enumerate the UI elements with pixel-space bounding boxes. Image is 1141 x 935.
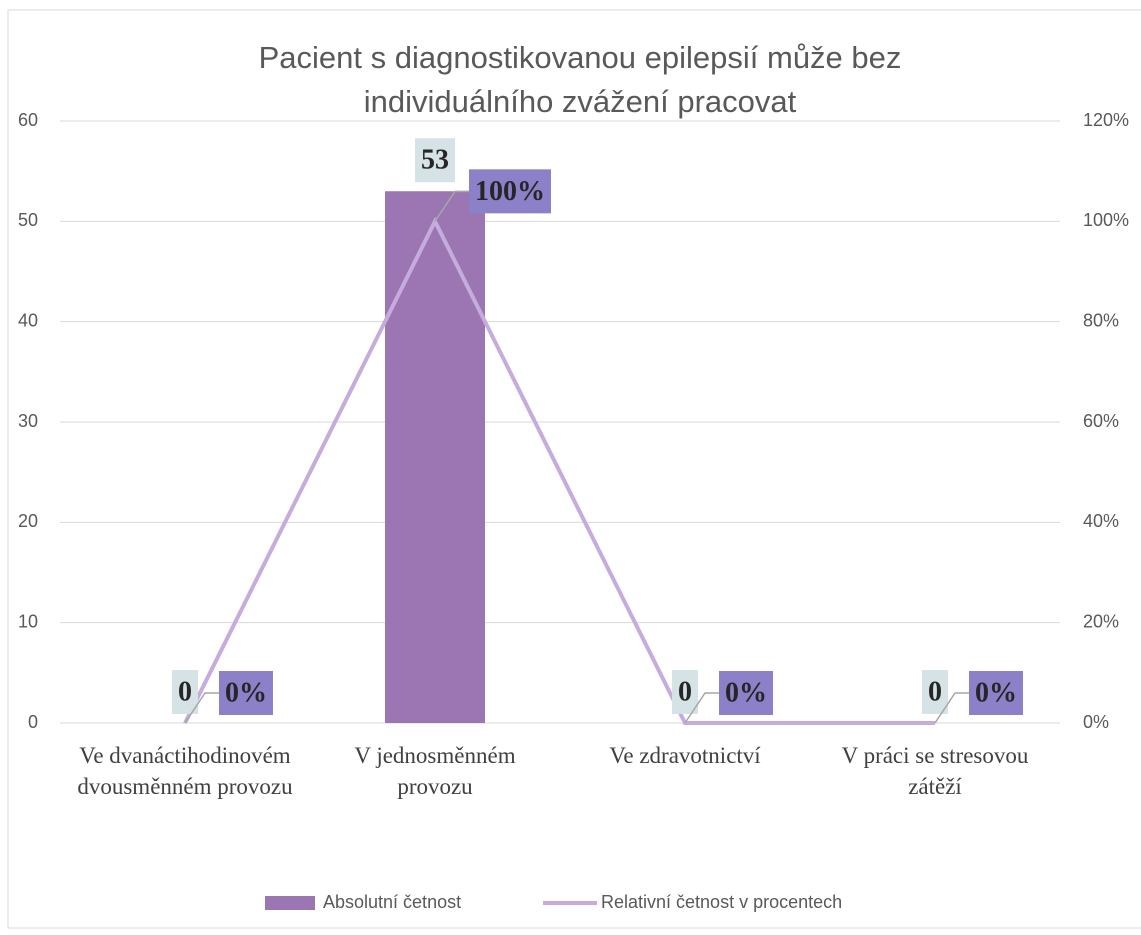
- x-tick-label: Ve dvanáctihodinovém dvousměnném provozu: [77, 743, 293, 799]
- bar: [385, 191, 485, 723]
- line-value-label-box: [719, 671, 773, 715]
- leader-line: [934, 692, 969, 724]
- x-tick-label: V práci se stresovou zátěží: [841, 743, 1029, 799]
- legend-swatch: [265, 896, 315, 910]
- bar-value-label-group: 53: [415, 138, 455, 183]
- line-value-label-box: [219, 671, 273, 715]
- line-value-label: 0%: [725, 677, 767, 708]
- y-tick-label: 30: [18, 411, 38, 431]
- chart-title: Pacient s diagnostikovanou epilepsií můž…: [258, 40, 902, 119]
- x-tick-label: Ve zdravotnictví: [609, 743, 761, 768]
- bar-value-label: 0: [928, 676, 942, 707]
- bar-value-label: 0: [178, 676, 192, 707]
- line-value-label: 100%: [475, 176, 545, 207]
- line-value-label-box: [469, 169, 551, 214]
- line-value-label-group: 0%: [969, 671, 1023, 715]
- leader-line: [684, 692, 719, 724]
- bar-value-label: 53: [421, 145, 449, 176]
- legend-label: Absolutní četnost: [323, 892, 461, 912]
- y-tick-label: 50: [18, 210, 38, 230]
- leader-line: [184, 692, 219, 724]
- line-value-label-group: 100%: [469, 169, 551, 214]
- legend-label: Relativní četnost v procentech: [601, 892, 842, 912]
- y-tick-label: 20: [18, 511, 38, 531]
- y-tick-label: 10: [18, 611, 38, 631]
- bar-value-label-box: [172, 670, 198, 714]
- y2-tick-label: 80%: [1083, 310, 1119, 330]
- y2-tick-label: 40%: [1083, 511, 1119, 531]
- line-value-label-box: [969, 671, 1023, 715]
- bar-value-label-group: 0: [172, 670, 198, 714]
- y2-tick-label: 60%: [1083, 411, 1119, 431]
- y-tick-label: 60: [18, 110, 38, 130]
- line-value-label: 0%: [225, 677, 267, 708]
- y2-tick-label: 120%: [1083, 110, 1129, 130]
- y-tick-label: 0: [28, 712, 38, 732]
- bar-value-label-box: [922, 670, 948, 714]
- line-value-label-group: 0%: [219, 671, 273, 715]
- bar-value-label-box: [415, 138, 455, 183]
- y-tick-label: 40: [18, 310, 38, 330]
- line: [183, 216, 935, 725]
- bar-value-label-group: 0: [922, 670, 948, 714]
- y2-tick-label: 20%: [1083, 611, 1119, 631]
- bar-value-label-group: 0: [672, 670, 698, 714]
- chart-frame: [7, 9, 1141, 929]
- line-value-label: 0%: [975, 677, 1017, 708]
- y2-tick-label: 0%: [1083, 712, 1109, 732]
- y2-tick-label: 100%: [1083, 210, 1129, 230]
- x-tick-label: V jednosměnném provozu: [354, 743, 516, 799]
- leader-line: [434, 190, 469, 222]
- bar-value-label-box: [672, 670, 698, 714]
- bar-value-label: 0: [678, 676, 692, 707]
- line-value-label-group: 0%: [719, 671, 773, 715]
